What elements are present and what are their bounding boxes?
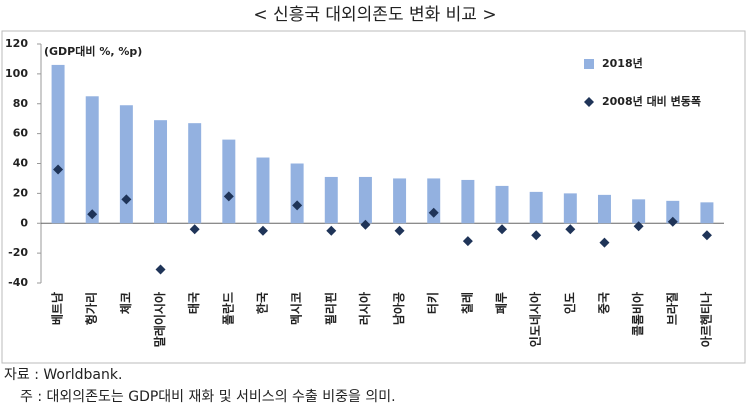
y-axis-label: (GDP대비 %, %p) <box>44 44 142 58</box>
x-tick-label: 칠레 <box>459 292 474 314</box>
x-tick-label: 중국 <box>597 292 611 314</box>
bar <box>51 64 65 224</box>
point <box>462 236 473 247</box>
x-tick-label: 페루 <box>495 292 509 314</box>
point <box>599 237 610 248</box>
x-tick-label: 러시아 <box>357 292 372 325</box>
bar <box>85 96 99 224</box>
bar <box>256 157 270 224</box>
bar <box>632 199 646 224</box>
bar <box>666 200 680 224</box>
x-tick-label: 콜롬비아 <box>630 292 645 336</box>
legend-label: 2018년 <box>602 56 643 70</box>
point <box>360 219 371 230</box>
chart-title: < 신흥국 대외의존도 변화 비교 > <box>253 5 496 25</box>
y-tick-label: 100 <box>5 67 28 80</box>
x-tick-label: 인도네시아 <box>528 292 543 347</box>
point <box>565 224 576 235</box>
bar <box>461 179 475 224</box>
bar <box>222 139 236 224</box>
x-tick-label: 멕시코 <box>289 292 304 325</box>
point <box>667 216 678 227</box>
bar <box>700 202 714 224</box>
bar <box>495 185 509 224</box>
x-tick-label: 폴란드 <box>220 292 235 325</box>
x-tick-label: 말레이시아 <box>152 292 167 347</box>
point <box>189 224 200 235</box>
x-tick-label: 필리핀 <box>323 292 338 325</box>
x-tick-label: 베트남 <box>50 292 65 325</box>
point <box>155 264 166 275</box>
bar <box>358 176 372 224</box>
x-tick-label: 체코 <box>118 292 133 314</box>
x-tick-label: 한국 <box>254 292 269 314</box>
y-tick-label: 60 <box>13 127 29 140</box>
bar <box>119 105 133 224</box>
bar <box>393 178 407 224</box>
point <box>326 225 337 236</box>
bar <box>324 176 338 224</box>
point <box>497 224 508 235</box>
x-tick-label: 헝가리 <box>84 292 99 325</box>
point <box>428 207 439 218</box>
point <box>223 191 234 202</box>
x-tick-label: 브라질 <box>664 292 679 325</box>
point <box>633 221 644 232</box>
point <box>701 230 712 241</box>
point <box>531 230 542 241</box>
footnote: 주 : 대외의존도는 GDP대비 재화 및 서비스의 수출 비중을 의미. <box>20 389 396 405</box>
point <box>87 209 98 220</box>
point <box>121 194 132 205</box>
legend-label: 2008년 대비 변동폭 <box>602 94 701 108</box>
legend-swatch <box>584 97 594 107</box>
x-tick-label: 인도 <box>562 292 577 314</box>
point <box>292 200 303 211</box>
bar <box>563 193 577 224</box>
bar <box>188 123 202 224</box>
source-note: 자료 : Worldbank. <box>4 367 122 383</box>
y-tick-label: 120 <box>5 37 28 50</box>
x-tick-label: 태국 <box>186 292 201 314</box>
y-tick-label: -40 <box>8 276 28 289</box>
chart-frame <box>1 30 746 364</box>
y-tick-label: -20 <box>8 246 28 259</box>
bar <box>154 120 168 224</box>
y-tick-label: 80 <box>13 97 29 110</box>
bar <box>290 163 304 224</box>
bar <box>529 191 543 224</box>
x-tick-label: 남아공 <box>391 292 406 325</box>
point <box>394 225 405 236</box>
bar <box>597 194 611 224</box>
y-tick-label: 20 <box>13 186 29 199</box>
x-tick-label: 터키 <box>425 292 440 314</box>
y-tick-label: 0 <box>20 216 28 229</box>
y-tick-label: 40 <box>13 157 29 170</box>
point <box>53 164 64 175</box>
legend-swatch <box>584 59 594 69</box>
x-tick-label: 아르헨티나 <box>698 292 713 347</box>
point <box>257 225 268 236</box>
